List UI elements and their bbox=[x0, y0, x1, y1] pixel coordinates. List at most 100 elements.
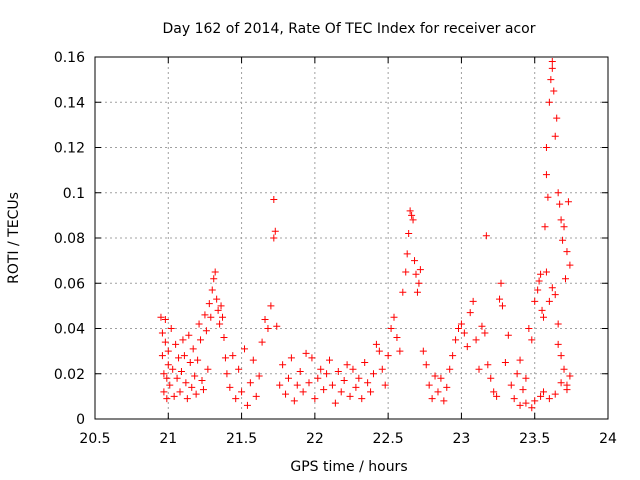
data-point bbox=[361, 358, 369, 366]
data-point bbox=[343, 361, 351, 369]
data-point bbox=[542, 171, 550, 179]
y-tick-label: 0.1 bbox=[63, 186, 85, 202]
data-point bbox=[425, 381, 433, 389]
data-point bbox=[229, 352, 237, 360]
data-point bbox=[513, 370, 521, 378]
data-point bbox=[369, 370, 377, 378]
data-point bbox=[490, 388, 498, 396]
data-point bbox=[553, 114, 561, 122]
data-point bbox=[258, 338, 266, 346]
data-point bbox=[355, 374, 363, 382]
data-point bbox=[161, 338, 169, 346]
data-point bbox=[284, 374, 292, 382]
data-point bbox=[510, 395, 518, 403]
data-point bbox=[290, 397, 298, 405]
data-point bbox=[481, 329, 489, 337]
data-point bbox=[296, 367, 304, 375]
data-point bbox=[271, 227, 279, 235]
data-point bbox=[364, 379, 372, 387]
data-point bbox=[478, 322, 486, 330]
data-point bbox=[202, 327, 210, 335]
data-point bbox=[384, 352, 392, 360]
data-point bbox=[276, 381, 284, 389]
data-point bbox=[235, 365, 243, 373]
data-point bbox=[449, 352, 457, 360]
data-point bbox=[556, 200, 564, 208]
data-point bbox=[223, 370, 231, 378]
data-point bbox=[161, 315, 169, 323]
data-point bbox=[516, 356, 524, 364]
data-point bbox=[219, 313, 227, 321]
data-point bbox=[261, 315, 269, 323]
data-point bbox=[399, 288, 407, 296]
y-axis-label: ROTI / TECUs bbox=[6, 192, 22, 284]
data-point bbox=[195, 320, 203, 328]
data-point bbox=[177, 367, 185, 375]
data-point bbox=[182, 379, 190, 387]
data-point bbox=[452, 336, 460, 344]
data-point bbox=[428, 395, 436, 403]
data-point bbox=[550, 87, 558, 95]
data-point bbox=[160, 388, 168, 396]
data-point bbox=[267, 302, 275, 310]
data-point bbox=[545, 98, 553, 106]
data-point bbox=[484, 361, 492, 369]
data-point bbox=[175, 354, 183, 362]
data-point bbox=[566, 372, 574, 380]
data-point bbox=[358, 395, 366, 403]
data-point bbox=[302, 349, 310, 357]
data-point bbox=[188, 383, 196, 391]
data-point bbox=[170, 392, 178, 400]
data-point bbox=[221, 354, 229, 362]
data-point bbox=[176, 388, 184, 396]
data-point bbox=[554, 340, 562, 348]
data-point bbox=[557, 216, 565, 224]
data-point bbox=[381, 381, 389, 389]
data-point bbox=[537, 392, 545, 400]
data-point bbox=[443, 383, 451, 391]
data-point bbox=[516, 401, 524, 409]
data-point bbox=[554, 189, 562, 197]
data-point bbox=[189, 345, 197, 353]
data-point bbox=[163, 374, 171, 382]
data-point bbox=[164, 361, 172, 369]
data-point bbox=[434, 388, 442, 396]
data-point bbox=[561, 275, 569, 283]
data-point bbox=[349, 365, 357, 373]
data-point bbox=[522, 399, 530, 407]
data-point bbox=[498, 302, 506, 310]
data-point bbox=[183, 395, 191, 403]
data-point bbox=[440, 397, 448, 405]
x-tick-label: 22.5 bbox=[373, 431, 404, 447]
data-point bbox=[220, 334, 228, 342]
y-tick-label: 0.14 bbox=[54, 95, 85, 111]
data-point bbox=[393, 334, 401, 342]
data-point bbox=[454, 325, 462, 332]
data-point bbox=[214, 306, 222, 314]
data-point bbox=[337, 388, 345, 396]
x-tick-label: 23.5 bbox=[519, 431, 550, 447]
data-point bbox=[311, 395, 319, 403]
data-point bbox=[548, 284, 556, 292]
data-point bbox=[507, 381, 515, 389]
data-point bbox=[541, 223, 549, 231]
data-point bbox=[216, 320, 224, 328]
data-points bbox=[157, 58, 574, 412]
data-point bbox=[557, 352, 565, 360]
data-point bbox=[551, 390, 559, 398]
data-point bbox=[346, 392, 354, 400]
data-point bbox=[204, 365, 212, 373]
data-point bbox=[519, 386, 527, 394]
y-tick-label: 0 bbox=[76, 412, 85, 428]
data-point bbox=[497, 279, 505, 287]
data-point bbox=[493, 392, 501, 400]
data-point bbox=[545, 297, 553, 305]
data-point bbox=[340, 377, 348, 385]
data-point bbox=[466, 309, 474, 317]
data-point bbox=[169, 365, 177, 373]
data-point bbox=[211, 268, 219, 276]
data-point bbox=[460, 329, 468, 337]
data-point bbox=[186, 358, 194, 366]
data-point bbox=[437, 374, 445, 382]
